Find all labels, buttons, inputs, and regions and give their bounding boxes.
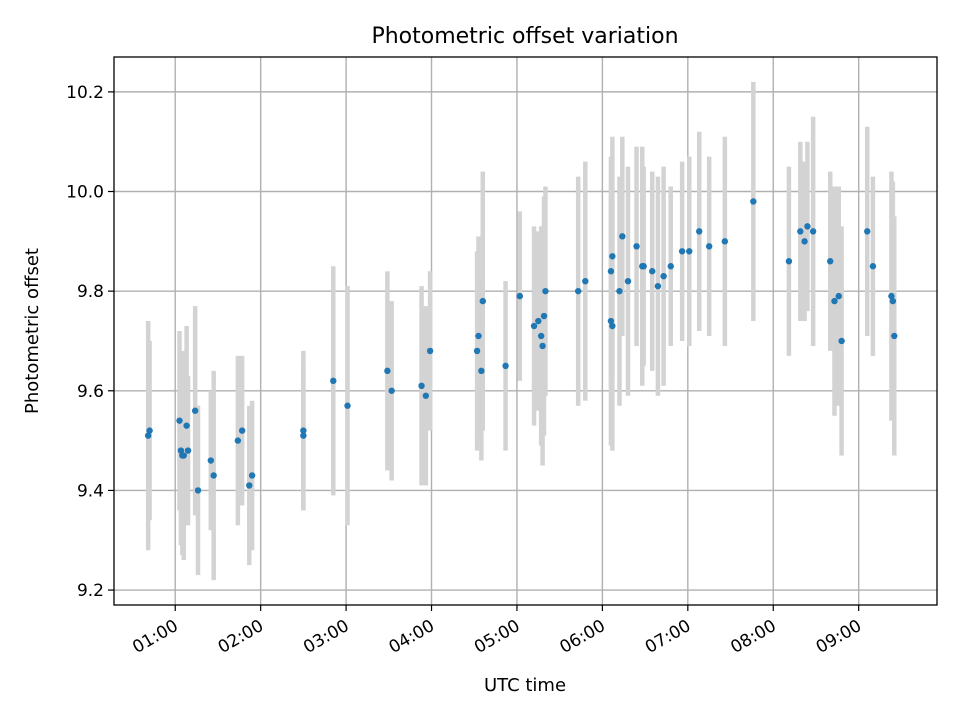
data-point	[238, 427, 246, 434]
data-point	[838, 337, 845, 345]
data-point	[609, 322, 616, 330]
data-point	[640, 263, 647, 270]
y-tick-label: 10.0	[66, 183, 104, 203]
y-axis: 9.2 9.4 9.6 9.8 10.0 10.2	[66, 83, 114, 601]
data-point	[750, 198, 757, 205]
data-point	[180, 452, 187, 459]
data-point	[183, 422, 190, 429]
data-point	[479, 297, 486, 305]
x-tick-label: 05:00	[471, 616, 523, 658]
data-point	[678, 248, 686, 255]
x-tick-label: 02:00	[215, 616, 267, 658]
data-point	[619, 233, 626, 240]
data-point	[473, 347, 481, 355]
data-point	[864, 228, 871, 235]
data-point	[797, 228, 804, 235]
data-point	[177, 447, 185, 454]
data-points	[144, 198, 898, 494]
data-point	[869, 263, 877, 270]
data-point	[667, 263, 674, 270]
data-point	[809, 228, 817, 235]
data-point	[344, 402, 351, 409]
chart-title: Photometric offset variation	[371, 24, 678, 49]
data-point	[607, 317, 615, 325]
data-point	[194, 487, 202, 494]
data-point	[649, 268, 656, 275]
data-point	[234, 437, 242, 444]
x-tick-label: 03:00	[300, 616, 352, 658]
data-point	[831, 297, 838, 305]
data-point	[176, 417, 183, 424]
data-point	[418, 382, 425, 389]
data-point	[785, 258, 793, 265]
x-axis-label: UTC time	[484, 675, 566, 696]
x-tick-label: 01:00	[129, 616, 181, 658]
data-point	[384, 367, 391, 375]
data-point	[801, 238, 808, 245]
x-tick-label: 09:00	[813, 616, 865, 658]
data-point	[184, 447, 192, 454]
data-point	[607, 268, 615, 275]
data-point	[660, 273, 667, 280]
data-point	[891, 332, 898, 340]
data-point	[191, 407, 199, 414]
data-point	[300, 427, 307, 434]
data-point	[540, 312, 548, 320]
data-point	[207, 457, 215, 464]
data-point	[889, 297, 897, 305]
y-axis-label: Photometric offset	[22, 248, 43, 414]
data-point	[705, 243, 713, 250]
data-point	[422, 392, 430, 399]
data-point	[888, 292, 895, 300]
data-point	[535, 317, 542, 325]
data-point	[478, 367, 485, 375]
x-axis: 01:00 02:00 03:00 04:00 05:00 06:00 07:00 08:00…	[129, 605, 865, 658]
data-point	[300, 432, 307, 439]
data-point	[721, 238, 729, 245]
data-point	[633, 243, 640, 250]
data-point	[246, 482, 253, 489]
data-point	[654, 282, 662, 290]
data-point	[426, 347, 434, 355]
data-point	[539, 342, 546, 350]
data-point	[144, 432, 152, 439]
data-point	[530, 322, 538, 330]
data-point	[609, 253, 616, 260]
y-tick-label: 9.4	[77, 481, 104, 501]
data-point	[616, 287, 623, 295]
y-tick-label: 9.8	[77, 282, 104, 302]
data-point	[248, 472, 256, 479]
data-point	[624, 277, 632, 285]
x-tick-label: 07:00	[642, 616, 694, 658]
data-point	[574, 287, 582, 295]
data-point	[827, 258, 834, 265]
x-tick-label: 04:00	[386, 616, 438, 658]
data-point	[835, 292, 842, 300]
data-point	[146, 427, 153, 434]
data-point	[502, 362, 509, 370]
data-point	[516, 292, 524, 300]
data-point	[537, 332, 545, 340]
y-tick-label: 9.2	[77, 581, 104, 601]
y-tick-label: 10.2	[66, 83, 104, 103]
data-point	[330, 377, 337, 385]
y-tick-label: 9.6	[77, 382, 104, 402]
data-point	[388, 387, 395, 394]
plot-frame	[113, 56, 938, 606]
data-point	[210, 472, 217, 479]
data-point	[542, 287, 549, 295]
data-point	[804, 223, 811, 230]
data-point	[686, 248, 693, 255]
data-point	[582, 277, 589, 285]
x-tick-label: 06:00	[556, 616, 608, 658]
data-point	[475, 332, 482, 340]
data-point	[696, 228, 703, 235]
x-tick-label: 08:00	[727, 616, 779, 658]
